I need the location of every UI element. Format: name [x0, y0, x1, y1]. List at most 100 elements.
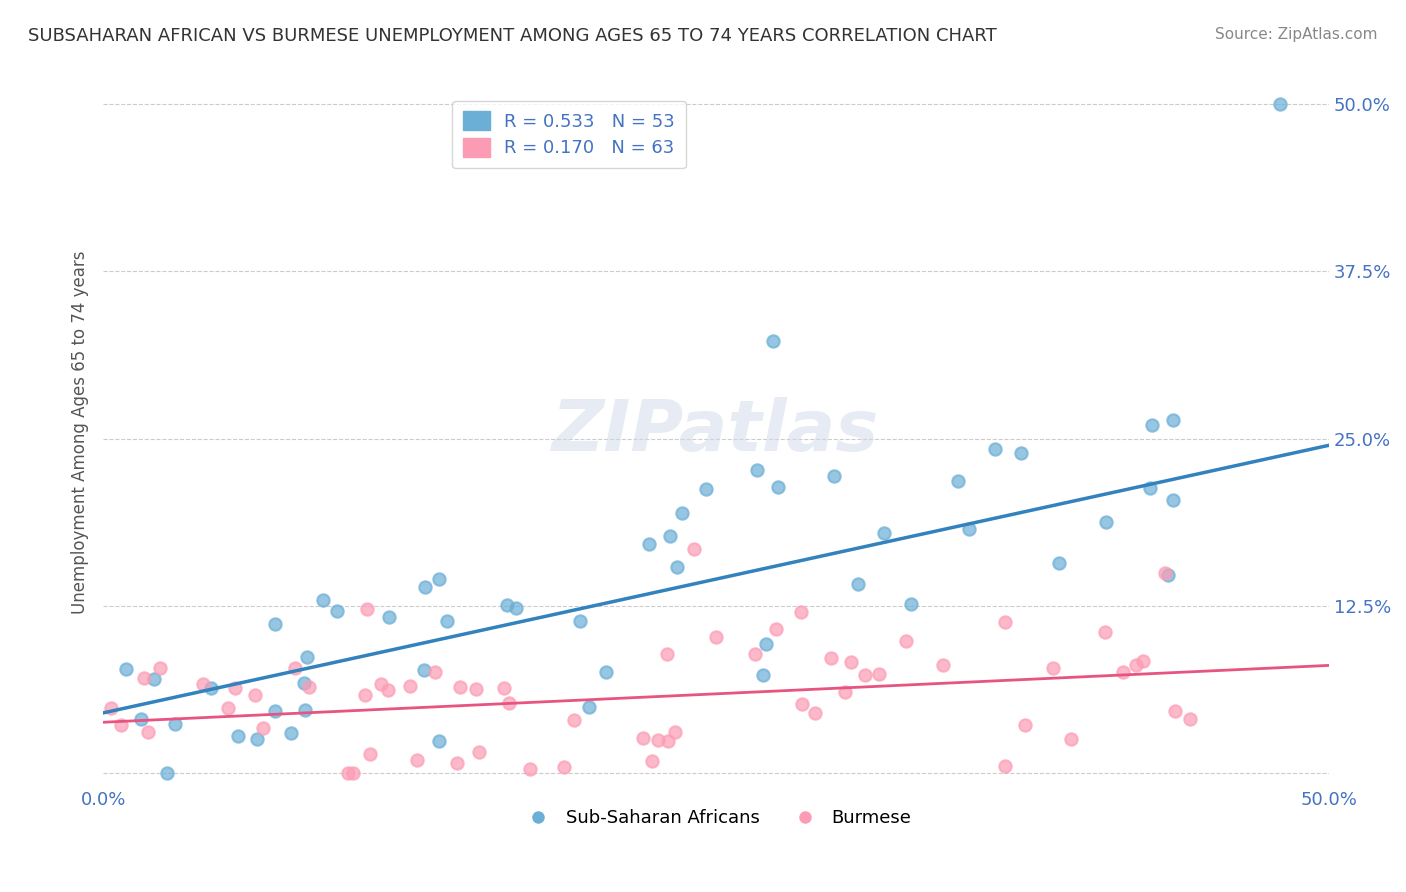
Point	[399, 679, 422, 693]
Point	[295, 649, 318, 664]
Point	[468, 745, 491, 759]
Point	[638, 537, 661, 551]
Point	[755, 637, 778, 651]
Point	[578, 700, 600, 714]
Point	[659, 529, 682, 543]
Point	[294, 703, 316, 717]
Point	[377, 610, 399, 624]
Point	[110, 718, 132, 732]
Point	[1140, 417, 1163, 432]
Point	[449, 680, 471, 694]
Point	[464, 682, 486, 697]
Point	[226, 729, 249, 743]
Text: SUBSAHARAN AFRICAN VS BURMESE UNEMPLOYMENT AMONG AGES 65 TO 74 YEARS CORRELATION: SUBSAHARAN AFRICAN VS BURMESE UNEMPLOYME…	[28, 27, 997, 45]
Point	[436, 614, 458, 628]
Point	[1153, 566, 1175, 581]
Point	[704, 631, 727, 645]
Point	[1180, 713, 1202, 727]
Point	[957, 522, 980, 536]
Point	[280, 726, 302, 740]
Point	[496, 598, 519, 612]
Point	[640, 754, 662, 768]
Y-axis label: Unemployment Among Ages 65 to 74 years: Unemployment Among Ages 65 to 74 years	[72, 251, 89, 614]
Point	[900, 597, 922, 611]
Point	[873, 526, 896, 541]
Point	[423, 665, 446, 679]
Point	[683, 542, 706, 557]
Point	[100, 701, 122, 715]
Point	[695, 483, 717, 497]
Point	[342, 766, 364, 780]
Point	[356, 601, 378, 615]
Point	[595, 665, 617, 680]
Point	[1161, 493, 1184, 508]
Point	[839, 655, 862, 669]
Text: Source: ZipAtlas.com: Source: ZipAtlas.com	[1215, 27, 1378, 42]
Point	[519, 762, 541, 776]
Point	[1014, 718, 1036, 732]
Point	[655, 648, 678, 662]
Point	[993, 615, 1015, 630]
Point	[631, 731, 654, 745]
Point	[415, 580, 437, 594]
Point	[762, 334, 785, 348]
Point	[337, 766, 360, 780]
Point	[647, 733, 669, 747]
Point	[1112, 665, 1135, 679]
Point	[298, 680, 321, 694]
Point	[200, 681, 222, 695]
Point	[149, 661, 172, 675]
Point	[1132, 654, 1154, 668]
Point	[446, 756, 468, 771]
Point	[804, 706, 827, 720]
Point	[252, 721, 274, 735]
Point	[853, 668, 876, 682]
Point	[1161, 413, 1184, 427]
Point	[789, 605, 811, 619]
Point	[114, 662, 136, 676]
Point	[1010, 445, 1032, 459]
Point	[246, 732, 269, 747]
Point	[1047, 556, 1070, 570]
Point	[354, 688, 377, 702]
Point	[657, 734, 679, 748]
Point	[1042, 661, 1064, 675]
Point	[744, 647, 766, 661]
Point	[665, 559, 688, 574]
Point	[868, 666, 890, 681]
Point	[1268, 97, 1291, 112]
Point	[413, 663, 436, 677]
Point	[377, 682, 399, 697]
Point	[1139, 482, 1161, 496]
Text: ZIPatlas: ZIPatlas	[553, 398, 880, 467]
Point	[562, 713, 585, 727]
Point	[1060, 731, 1083, 746]
Point	[427, 733, 450, 747]
Point	[129, 712, 152, 726]
Point	[406, 753, 429, 767]
Point	[834, 685, 856, 699]
Point	[326, 604, 349, 618]
Point	[1164, 704, 1187, 718]
Point	[359, 747, 381, 761]
Point	[163, 717, 186, 731]
Point	[243, 688, 266, 702]
Point	[766, 480, 789, 494]
Point	[505, 601, 527, 615]
Point	[498, 696, 520, 710]
Point	[143, 672, 166, 686]
Point	[896, 633, 918, 648]
Legend: Sub-Saharan Africans, Burmese: Sub-Saharan Africans, Burmese	[513, 802, 918, 834]
Point	[1125, 658, 1147, 673]
Point	[994, 759, 1017, 773]
Point	[568, 614, 591, 628]
Point	[217, 701, 239, 715]
Point	[671, 506, 693, 520]
Point	[264, 704, 287, 718]
Point	[820, 651, 842, 665]
Point	[1095, 516, 1118, 530]
Point	[427, 572, 450, 586]
Point	[284, 660, 307, 674]
Point	[846, 577, 869, 591]
Point	[191, 677, 214, 691]
